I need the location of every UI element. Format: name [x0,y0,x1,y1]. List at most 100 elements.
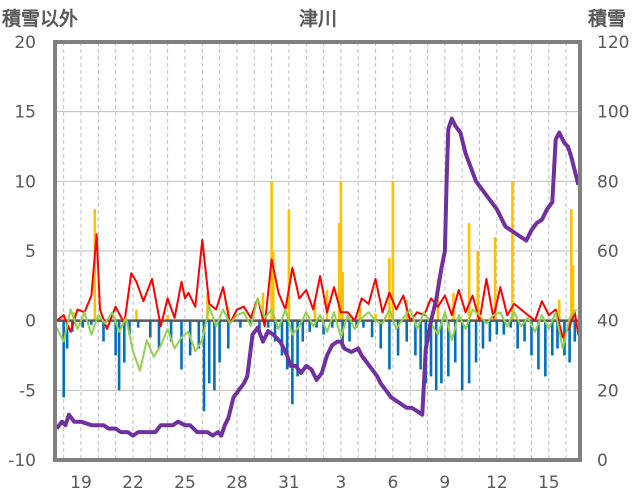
left-axis-tick-label: -5 [19,381,36,401]
precipitation-bar [570,209,573,321]
negative-temperature-bar [180,320,183,370]
negative-temperature-bar [488,320,492,342]
negative-temperature-bar [460,320,464,391]
negative-temperature-bar [102,320,105,342]
negative-temperature-bar [197,320,201,349]
x-axis-tick-label: 31 [278,473,300,493]
x-axis-tick-label: 25 [174,473,196,493]
left-axis-ticks: 20 15 10 5 0 -5 -10 [8,33,36,471]
precipitation-bar [476,251,480,321]
negative-temperature-bar [544,320,547,377]
precipitation-bar [571,264,575,321]
right-axis-ticks: 120 100 80 60 40 20 0 [597,33,629,471]
horizontal-gridlines [55,111,580,391]
precipitation-bar [557,299,561,321]
right-axis-tick-label: 120 [597,33,629,53]
x-axis-tick-label: 19 [70,473,92,493]
x-axis-tick-label: 22 [122,473,144,493]
x-axis-tick-label: 28 [226,473,248,493]
negative-temperature-bar [516,320,519,349]
precipitation-bar [261,292,265,321]
negative-temperature-bar [388,320,391,370]
precipitation-bar [313,299,317,321]
negative-temperature-bars [62,320,577,412]
negative-temperature-bar [467,320,471,384]
negative-temperature-bar [495,320,499,335]
precipitation-bar [270,181,273,321]
temperature-line [56,233,580,339]
temperature-change-line [55,297,578,372]
precipitation-bar [325,290,329,321]
negative-temperature-bar [573,320,577,342]
negative-temperature-bar [123,320,126,363]
right-axis-tick-label: 0 [597,451,608,471]
left-axis-tick-label: 0 [25,312,36,332]
precipitation-bar [272,251,275,321]
negative-temperature-bar [370,320,374,338]
precipitation-bar [388,257,391,321]
x-axis-tick-label: 6 [387,473,398,493]
left-axis-tick-label: 20 [14,33,36,53]
precipitation-bar [166,315,169,321]
negative-temperature-bar [550,320,554,356]
negative-temperature-bar [414,320,417,356]
precipitation-bar [467,223,471,321]
right-axis-tick-label: 100 [597,103,629,123]
negative-temperature-bar [266,320,270,328]
negative-temperature-bar [429,320,433,377]
negative-temperature-bar [280,320,284,356]
x-axis-tick-label: 9 [439,473,450,493]
negative-temperature-bar [405,320,409,342]
right-axis-tick-label: 80 [597,172,619,192]
x-axis-tick-label: 15 [538,473,560,493]
negative-temperature-bar [481,320,485,349]
right-axis-label: 積雪 [588,7,626,30]
right-axis-tick-label: 20 [597,381,619,401]
negative-temperature-bar [258,320,261,332]
negative-temperature-bar [556,320,559,349]
negative-temperature-bar [296,320,299,377]
chart-title: 津川 [299,7,337,30]
negative-temperature-bar [65,320,69,349]
negative-temperature-bar [379,320,383,349]
left-axis-tick-label: 15 [14,103,36,123]
negative-temperature-bar [239,320,242,328]
left-axis-tick-label: 5 [25,242,36,262]
negative-temperature-bar [330,320,334,328]
negative-temperature-bar [474,320,478,363]
negative-temperature-bar [308,320,312,332]
precipitation-bar [287,209,291,321]
x-axis-tick-label: 3 [335,473,346,493]
negative-temperature-bar [128,320,131,335]
plot-frame [53,40,582,462]
negative-temperature-bar [136,320,140,328]
negative-temperature-bar [285,320,289,370]
precipitation-bar [339,181,343,321]
negative-temperature-bar [169,320,173,342]
negative-temperature-bar [114,320,117,356]
negative-temperature-bar [523,320,526,342]
negative-temperature-bar [218,320,221,363]
negative-temperature-bar [148,320,152,338]
precipitation-bar [374,313,377,321]
negative-temperature-bar [90,320,93,325]
plot-area [53,40,582,462]
negative-temperature-bar [362,320,365,328]
negative-temperature-bar [537,320,540,370]
negative-temperature-bar [453,320,457,363]
negative-temperature-bar [530,320,533,356]
precipitation-bar [206,292,209,321]
negative-temperature-bar [207,320,211,384]
negative-temperature-bar [226,320,230,349]
precipitation-bar [493,237,497,321]
negative-temperature-bar [396,320,400,356]
precipitation-bar [135,309,138,321]
x-axis-ticks: 19 22 25 28 31 3 6 9 12 15 [70,473,559,493]
negative-temperature-bar [62,320,65,398]
negative-temperature-bar [348,320,351,342]
negative-temperature-bar [273,320,277,342]
precipitation-bar [391,181,395,321]
left-axis-tick-label: 10 [14,172,36,192]
precipitation-bar [511,181,514,321]
